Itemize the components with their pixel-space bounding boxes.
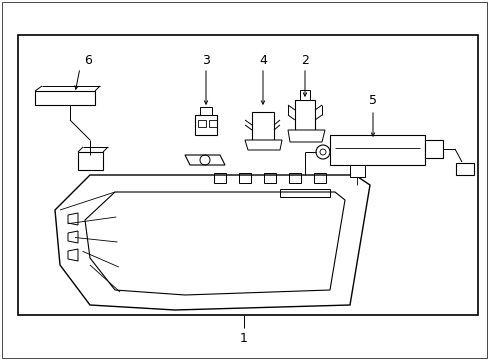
Text: 1: 1 [240,332,247,345]
Bar [424,140,442,158]
Bar [299,90,309,100]
Polygon shape [68,249,78,261]
Bar [200,107,212,115]
Bar [251,112,273,140]
Bar [288,173,301,183]
Bar [239,173,250,183]
Text: 6: 6 [84,54,92,67]
Bar [280,189,329,197]
Bar [294,100,314,130]
Text: 3: 3 [202,54,209,67]
Bar [18,35,477,315]
Text: 2: 2 [301,54,308,67]
Bar [214,173,225,183]
Bar [455,163,473,175]
Polygon shape [184,155,224,165]
Bar [264,173,275,183]
Bar [313,173,325,183]
Bar [198,120,205,127]
Polygon shape [244,140,282,150]
Polygon shape [68,231,78,243]
Polygon shape [287,130,325,142]
Bar [35,91,95,105]
Bar [78,152,103,170]
Polygon shape [68,213,78,225]
Bar [208,120,217,127]
Bar [195,115,217,135]
Bar [349,165,364,177]
Text: 5: 5 [368,94,376,107]
Bar [329,135,424,165]
Polygon shape [55,175,369,310]
Text: 4: 4 [259,54,266,67]
